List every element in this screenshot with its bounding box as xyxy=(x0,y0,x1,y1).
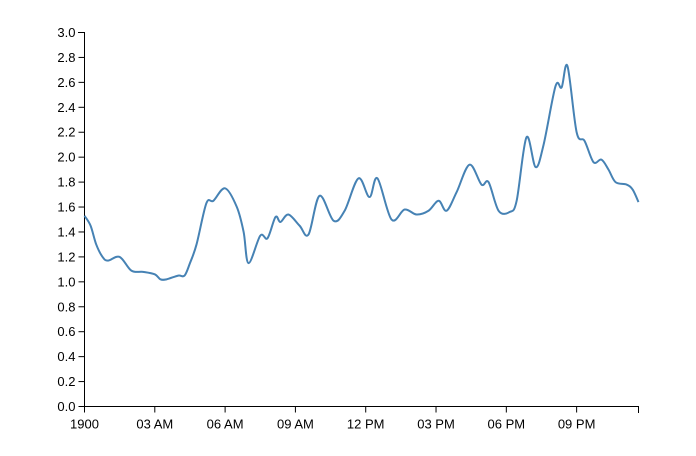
y-tick-label: 2.0 xyxy=(57,150,75,165)
x-tick-label: 03 PM xyxy=(417,417,455,432)
x-tick-label: 1900 xyxy=(70,417,99,432)
y-tick-label: 2.4 xyxy=(57,100,75,115)
x-tick-label: 03 AM xyxy=(136,417,173,432)
y-tick-label: 0.0 xyxy=(57,399,75,414)
y-tick-label: 0.6 xyxy=(57,324,75,339)
y-tick-label: 1.4 xyxy=(57,224,75,239)
y-tick-label: 0.8 xyxy=(57,299,75,314)
y-tick-label: 3.0 xyxy=(57,25,75,40)
y-tick-label: 1.8 xyxy=(57,175,75,190)
line xyxy=(83,63,640,281)
y-tick-label: 2.8 xyxy=(57,50,75,65)
y-tick-label: 0.4 xyxy=(57,349,75,364)
x-tick-label: 06 PM xyxy=(488,417,526,432)
x-tick-label: 06 AM xyxy=(207,417,244,432)
x-tick-label: 12 PM xyxy=(347,417,385,432)
y-tick-label: 2.6 xyxy=(57,75,75,90)
y-tick-label: 2.2 xyxy=(57,125,75,140)
y-tick-label: 1.2 xyxy=(57,249,75,264)
y-tick-label: 0.2 xyxy=(57,374,75,389)
y-tick-label: 1.6 xyxy=(57,200,75,215)
x-tick-label: 09 PM xyxy=(558,417,596,432)
x-tick-label: 09 AM xyxy=(277,417,314,432)
y-tick-label: 1.0 xyxy=(57,274,75,289)
